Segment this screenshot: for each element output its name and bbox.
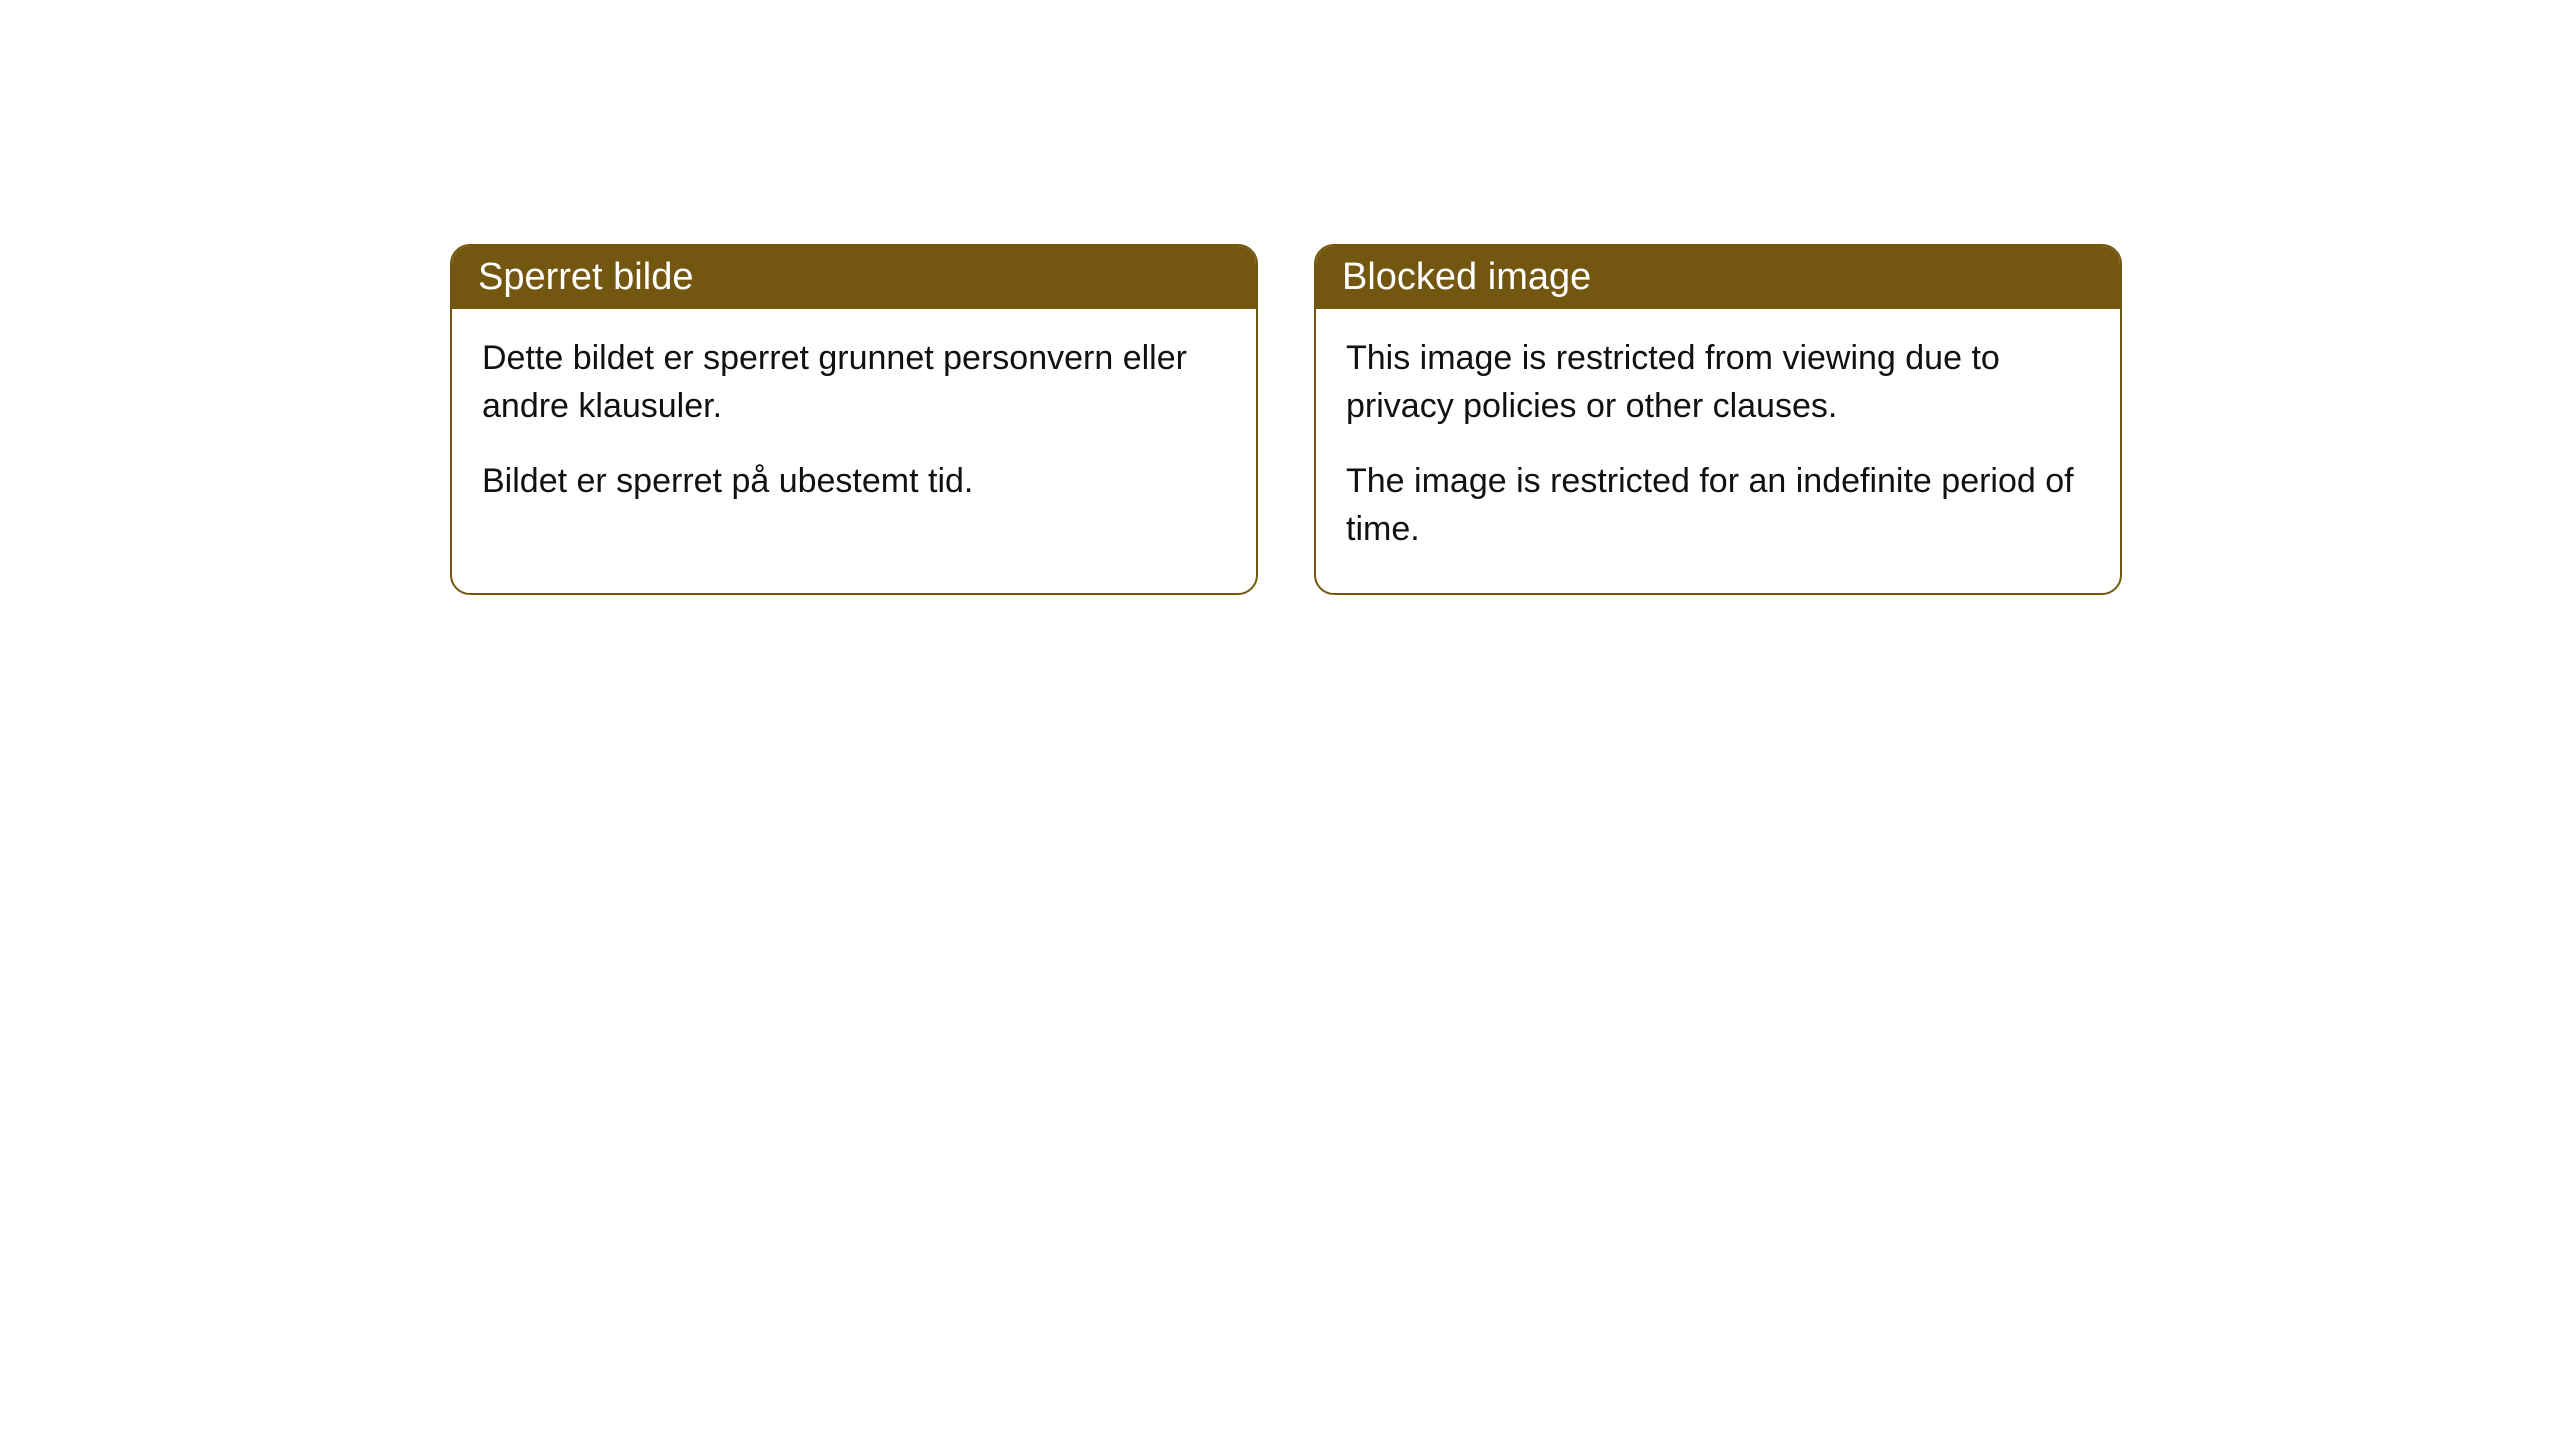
card-body: Dette bildet er sperret grunnet personve… <box>452 309 1256 546</box>
card-paragraph: This image is restricted from viewing du… <box>1346 335 2090 430</box>
card-title: Blocked image <box>1342 256 1591 298</box>
card-paragraph: Bildet er sperret på ubestemt tid. <box>482 458 1226 506</box>
card-header: Blocked image <box>1316 246 2120 309</box>
card-body: This image is restricted from viewing du… <box>1316 309 2120 593</box>
notice-card-english: Blocked image This image is restricted f… <box>1314 244 2122 595</box>
notice-card-norwegian: Sperret bilde Dette bildet er sperret gr… <box>450 244 1258 595</box>
card-paragraph: The image is restricted for an indefinit… <box>1346 458 2090 553</box>
card-title: Sperret bilde <box>478 256 693 298</box>
card-header: Sperret bilde <box>452 246 1256 309</box>
notice-cards-container: Sperret bilde Dette bildet er sperret gr… <box>450 244 2122 595</box>
card-paragraph: Dette bildet er sperret grunnet personve… <box>482 335 1226 430</box>
